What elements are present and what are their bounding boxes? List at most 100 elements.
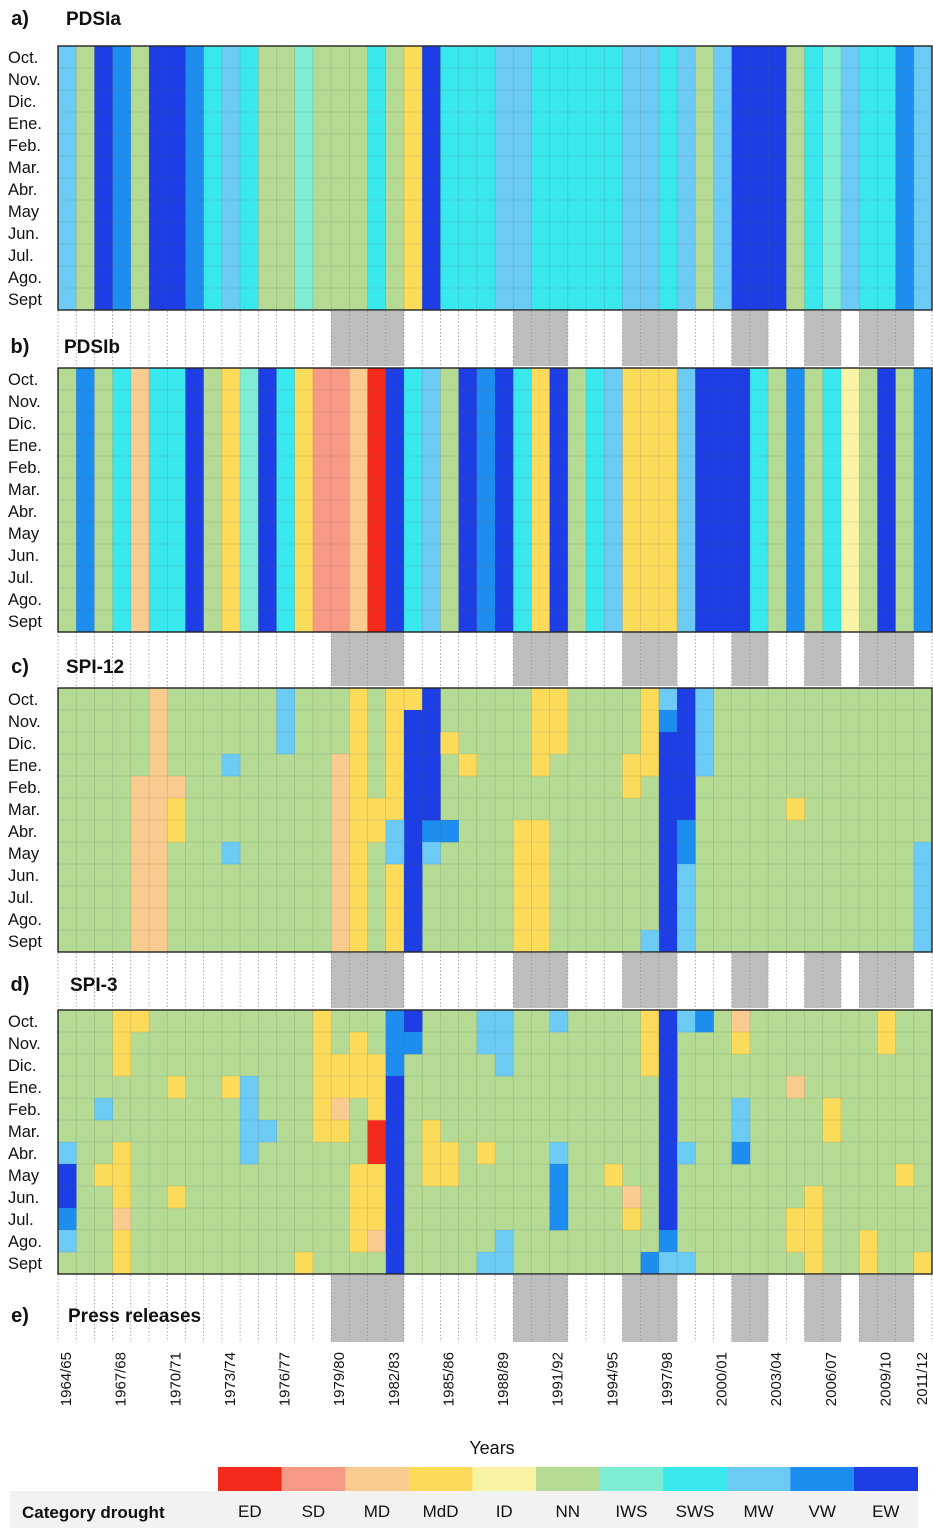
month-label: Mar.: [8, 1123, 40, 1141]
heatmap-cell: [312, 1186, 332, 1209]
heatmap-cell: [221, 90, 241, 113]
heatmap-cell: [877, 820, 896, 843]
heatmap-cell: [476, 1076, 496, 1099]
heatmap-cell: [913, 1230, 933, 1253]
heatmap-cell: [495, 820, 514, 843]
heatmap-cell: [731, 456, 751, 479]
heatmap-cell: [804, 732, 824, 755]
heatmap-cell: [586, 1164, 605, 1187]
heatmap-cell: [822, 566, 842, 589]
heatmap-cell: [495, 908, 514, 931]
heatmap-cell: [130, 588, 150, 611]
heatmap-cell: [531, 46, 550, 69]
heatmap-cell: [731, 930, 751, 953]
heatmap-cell: [786, 178, 805, 201]
heatmap-cell: [531, 1010, 550, 1033]
heatmap-cell: [840, 1032, 860, 1055]
heatmap-cell: [458, 1208, 478, 1231]
heatmap-cell: [859, 244, 878, 267]
heatmap-cell: [531, 820, 550, 843]
heatmap-cell: [312, 434, 332, 457]
heatmap-cell: [713, 798, 733, 821]
heatmap-cell: [822, 522, 842, 545]
heatmap-cell: [768, 798, 787, 821]
heatmap-cell: [731, 90, 751, 113]
heatmap-cell: [258, 46, 277, 69]
heatmap-cell: [476, 368, 496, 391]
heatmap-cell: [240, 820, 259, 843]
heatmap-cell: [167, 566, 186, 589]
heatmap-cell: [567, 134, 587, 157]
heatmap-cell: [640, 1208, 660, 1231]
heatmap-cell: [349, 134, 368, 157]
heatmap-cell: [76, 178, 95, 201]
heatmap-cell: [549, 864, 569, 887]
heatmap-cell: [622, 1120, 641, 1143]
heatmap-cell: [695, 244, 714, 267]
heatmap-cell: [476, 266, 496, 289]
heatmap-cell: [240, 610, 259, 633]
month-label: Ene.: [8, 115, 42, 133]
heatmap-cell: [622, 390, 641, 413]
heatmap-cell: [877, 798, 896, 821]
heatmap-cell: [167, 200, 186, 223]
heatmap-cell: [531, 200, 550, 223]
heatmap-cell: [76, 368, 95, 391]
heatmap-cell: [786, 112, 805, 135]
heatmap-cell: [149, 456, 168, 479]
heatmap-cell: [695, 1032, 714, 1055]
heatmap-cell: [458, 46, 478, 69]
heatmap-cell: [385, 1032, 405, 1055]
heatmap-cell: [840, 156, 860, 179]
heatmap-cell: [58, 930, 77, 953]
heatmap-cell: [58, 1120, 77, 1143]
heatmap-cell: [94, 776, 113, 799]
heatmap-cell: [495, 112, 514, 135]
heatmap-cell: [877, 776, 896, 799]
press-release-mark: [513, 632, 532, 686]
heatmap-cell: [294, 200, 314, 223]
heatmap-cell: [258, 522, 277, 545]
heatmap-cell: [531, 544, 550, 567]
heatmap-cell: [804, 1032, 824, 1055]
heatmap-cell: [713, 1164, 733, 1187]
heatmap-cell: [567, 456, 587, 479]
heatmap-cell: [167, 886, 186, 909]
heatmap-cell: [149, 688, 168, 711]
heatmap-cell: [895, 522, 915, 545]
heatmap-cell: [385, 1054, 405, 1077]
heatmap-cell: [604, 68, 623, 91]
heatmap-cell: [877, 1032, 896, 1055]
heatmap-cell: [677, 930, 696, 953]
heatmap-cell: [804, 820, 824, 843]
heatmap-cell: [768, 588, 787, 611]
heatmap-cell: [622, 412, 641, 435]
heatmap-cell: [731, 390, 751, 413]
heatmap-cell: [731, 588, 751, 611]
heatmap-cell: [76, 222, 95, 245]
heatmap-cell: [276, 1208, 296, 1231]
heatmap-cell: [240, 68, 259, 91]
month-label: Ene.: [8, 757, 42, 775]
heatmap-cell: [531, 754, 550, 777]
heatmap-cell: [440, 732, 459, 755]
heatmap-cell: [513, 1054, 532, 1077]
heatmap-cell: [804, 776, 824, 799]
heatmap-cell: [149, 610, 168, 633]
heatmap-cell: [367, 390, 387, 413]
heatmap-cell: [859, 90, 878, 113]
heatmap-cell: [822, 754, 842, 777]
heatmap-cell: [403, 288, 423, 311]
heatmap-cell: [130, 368, 150, 391]
heatmap-cell: [877, 1054, 896, 1077]
heatmap-cell: [367, 244, 387, 267]
heatmap-cell: [240, 754, 259, 777]
heatmap-cell: [786, 434, 805, 457]
heatmap-cell: [604, 434, 623, 457]
heatmap-cell: [586, 68, 605, 91]
press-release-mark: [895, 1275, 914, 1342]
press-release-mark: [877, 311, 896, 366]
heatmap-cell: [331, 1076, 350, 1099]
heatmap-cell: [567, 754, 587, 777]
heatmap-cell: [294, 156, 314, 179]
